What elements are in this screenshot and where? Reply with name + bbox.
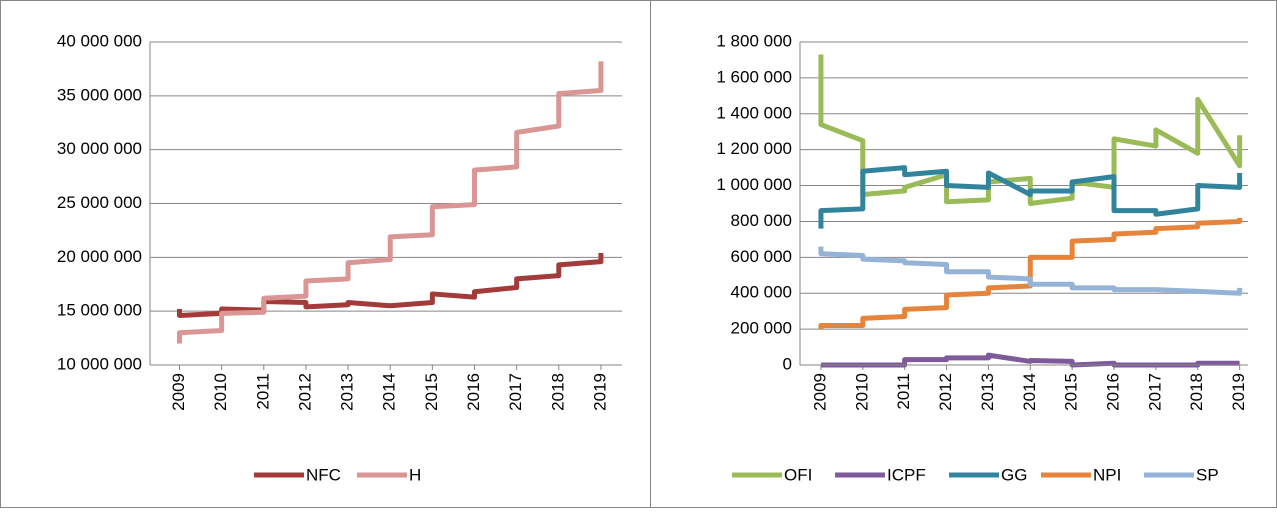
y-tick-label: 800 000 <box>731 211 792 230</box>
y-tick-label: 25 000 000 <box>57 193 142 212</box>
x-tick-label: 2010 <box>852 373 871 411</box>
x-tick-label: 2013 <box>338 373 357 411</box>
x-tick-label: 2011 <box>894 373 913 410</box>
y-tick-label: 30 000 000 <box>57 139 142 158</box>
x-tick-label: 2009 <box>810 373 829 411</box>
x-tick-label: 2011 <box>253 373 272 410</box>
legend-label: OFI <box>784 465 812 484</box>
y-tick-label: 20 000 000 <box>57 247 142 266</box>
y-tick-label: 10 000 000 <box>57 354 142 373</box>
y-tick-label: 1 600 000 <box>716 67 792 86</box>
x-tick-label: 2009 <box>169 373 188 411</box>
legend-label: ICPF <box>887 465 926 484</box>
x-tick-label: 2015 <box>1062 373 1081 411</box>
series-line <box>177 61 604 344</box>
x-tick-label: 2017 <box>506 373 525 411</box>
x-tick-label: 2010 <box>211 373 230 411</box>
x-tick-label: 2012 <box>295 373 314 411</box>
x-tick-label: 2019 <box>1229 373 1248 411</box>
x-tick-label: 2013 <box>978 373 997 411</box>
series-line <box>818 54 1243 206</box>
y-tick-label: 600 000 <box>731 247 792 266</box>
legend-label: H <box>409 465 421 484</box>
x-tick-label: 2018 <box>548 373 567 411</box>
x-tick-label: 2015 <box>422 373 441 411</box>
x-tick-label: 2019 <box>590 373 609 411</box>
legend-label: NPI <box>1093 465 1121 484</box>
x-tick-label: 2018 <box>1187 373 1206 411</box>
x-tick-label: 2016 <box>464 373 483 411</box>
series-line <box>818 165 1243 229</box>
y-tick-label: 1 200 000 <box>716 139 792 158</box>
x-tick-label: 2014 <box>1020 373 1039 411</box>
y-tick-label: 1 000 000 <box>716 175 792 194</box>
y-tick-label: 0 <box>783 354 792 373</box>
y-tick-label: 200 000 <box>731 319 792 338</box>
y-tick-label: 40 000 000 <box>57 31 142 50</box>
series-line <box>818 246 1243 296</box>
x-tick-label: 2017 <box>1145 373 1164 411</box>
x-tick-label: 2012 <box>936 373 955 411</box>
x-tick-label: 2014 <box>380 373 399 411</box>
y-tick-label: 15 000 000 <box>57 301 142 320</box>
y-tick-label: 1 400 000 <box>716 103 792 122</box>
legend-label: NFC <box>306 465 341 484</box>
y-tick-label: 35 000 000 <box>57 85 142 104</box>
series-line <box>818 217 1243 330</box>
y-tick-label: 400 000 <box>731 283 792 302</box>
x-tick-label: 2016 <box>1104 373 1123 411</box>
y-tick-label: 1 800 000 <box>716 31 792 50</box>
legend-label: SP <box>1196 465 1219 484</box>
series-line <box>820 352 1240 368</box>
series-line <box>177 253 604 318</box>
legend-label: GG <box>1001 465 1027 484</box>
